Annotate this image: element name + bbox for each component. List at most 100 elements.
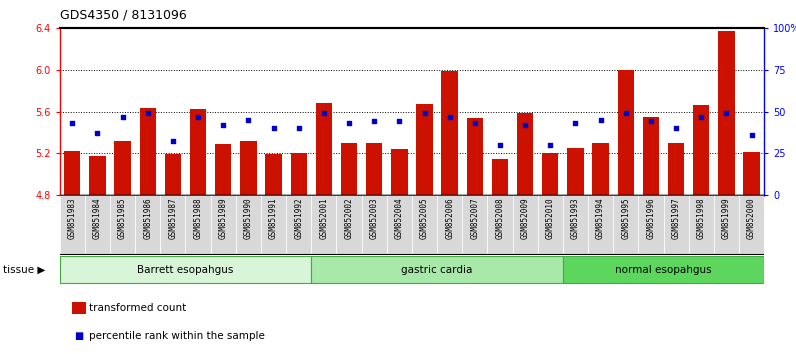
Bar: [261, 195, 286, 255]
Point: [217, 122, 229, 128]
Bar: [215, 144, 232, 195]
Bar: [714, 195, 739, 255]
Point: [292, 125, 305, 131]
Bar: [85, 195, 110, 255]
Bar: [337, 195, 361, 255]
Text: GSM852006: GSM852006: [445, 198, 455, 239]
Bar: [466, 118, 483, 195]
Text: ■: ■: [74, 331, 84, 341]
Point: [469, 120, 482, 126]
Point: [192, 114, 205, 119]
Bar: [341, 143, 357, 195]
Point: [443, 114, 456, 119]
Bar: [236, 195, 261, 255]
Text: GSM851991: GSM851991: [269, 198, 278, 239]
Text: GSM851994: GSM851994: [596, 198, 605, 239]
Text: GDS4350 / 8131096: GDS4350 / 8131096: [60, 9, 186, 22]
Text: GSM851996: GSM851996: [646, 198, 655, 239]
Bar: [139, 108, 156, 195]
Bar: [642, 117, 659, 195]
Bar: [517, 113, 533, 195]
Bar: [542, 153, 559, 195]
Bar: [592, 143, 609, 195]
Bar: [240, 141, 256, 195]
Text: normal esopahgus: normal esopahgus: [615, 265, 712, 275]
Bar: [265, 154, 282, 195]
Text: Barrett esopahgus: Barrett esopahgus: [137, 265, 234, 275]
Text: GSM852002: GSM852002: [345, 198, 353, 239]
Bar: [311, 256, 563, 284]
Point: [720, 110, 733, 116]
Text: GSM852000: GSM852000: [747, 198, 756, 239]
Point: [519, 122, 532, 128]
Point: [745, 132, 758, 138]
Text: GSM852010: GSM852010: [546, 198, 555, 239]
Bar: [165, 154, 181, 195]
Bar: [689, 195, 714, 255]
Text: GSM851992: GSM851992: [295, 198, 303, 239]
Bar: [416, 104, 433, 195]
Bar: [563, 256, 764, 284]
Bar: [160, 195, 185, 255]
Text: transformed count: transformed count: [89, 303, 186, 313]
Text: GSM852007: GSM852007: [470, 198, 479, 239]
Text: GSM851986: GSM851986: [143, 198, 152, 239]
Bar: [718, 32, 735, 195]
Bar: [538, 195, 563, 255]
Text: GSM851983: GSM851983: [68, 198, 76, 239]
Bar: [391, 149, 408, 195]
Bar: [60, 195, 85, 255]
Bar: [462, 195, 487, 255]
Bar: [668, 143, 685, 195]
Point: [66, 120, 79, 126]
Text: GSM851995: GSM851995: [622, 198, 630, 239]
Point: [166, 139, 179, 144]
Bar: [316, 103, 332, 195]
Point: [267, 125, 280, 131]
Bar: [563, 195, 588, 255]
Point: [116, 114, 129, 119]
Text: GSM851989: GSM851989: [219, 198, 228, 239]
Text: GSM851987: GSM851987: [169, 198, 178, 239]
Bar: [568, 148, 583, 195]
Point: [494, 142, 506, 148]
Bar: [618, 70, 634, 195]
Bar: [64, 151, 80, 195]
Bar: [739, 195, 764, 255]
Bar: [664, 195, 689, 255]
Point: [242, 117, 255, 122]
Bar: [513, 195, 538, 255]
Bar: [190, 109, 206, 195]
Bar: [437, 195, 462, 255]
Text: GSM852009: GSM852009: [521, 198, 529, 239]
Bar: [487, 195, 513, 255]
Bar: [311, 195, 337, 255]
Text: GSM851990: GSM851990: [244, 198, 253, 239]
Text: GSM851988: GSM851988: [193, 198, 202, 239]
Text: gastric cardia: gastric cardia: [401, 265, 473, 275]
Point: [393, 119, 406, 124]
Text: GSM851993: GSM851993: [571, 198, 580, 239]
Text: GSM851997: GSM851997: [672, 198, 681, 239]
Bar: [492, 159, 508, 195]
Text: percentile rank within the sample: percentile rank within the sample: [89, 331, 265, 341]
Bar: [366, 143, 382, 195]
Point: [619, 110, 632, 116]
Bar: [89, 156, 106, 195]
Bar: [387, 195, 412, 255]
Point: [669, 125, 682, 131]
Point: [645, 119, 657, 124]
Point: [142, 110, 154, 116]
Bar: [638, 195, 664, 255]
Bar: [185, 195, 211, 255]
Text: GSM852004: GSM852004: [395, 198, 404, 239]
Point: [342, 120, 355, 126]
Point: [544, 142, 556, 148]
Point: [318, 110, 330, 116]
Text: GSM851985: GSM851985: [118, 198, 127, 239]
Text: GSM852005: GSM852005: [420, 198, 429, 239]
Bar: [286, 195, 311, 255]
Point: [368, 119, 380, 124]
Bar: [211, 195, 236, 255]
Bar: [693, 105, 709, 195]
